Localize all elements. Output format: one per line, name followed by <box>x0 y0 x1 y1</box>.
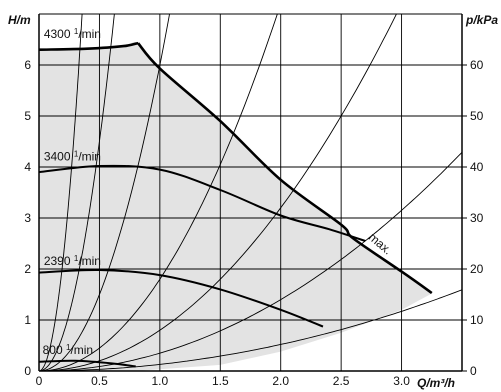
y-axis-right-title: p/kPa <box>465 13 498 27</box>
max-curve <box>137 42 433 295</box>
speed-unit-sup: 1 <box>66 343 71 352</box>
speed-curve-4300 <box>38 41 139 51</box>
speed-unit: /min <box>70 343 93 357</box>
x-tick-label: 2.0 <box>272 374 289 388</box>
y-right-tick-label: 40 <box>470 160 484 174</box>
x-tick-label: 1.5 <box>212 374 229 388</box>
speed-value: 4300 <box>44 27 74 41</box>
y-right-tick-label: 60 <box>470 58 484 72</box>
system-curve <box>39 151 462 371</box>
speed-value: 2390 <box>44 254 74 268</box>
speed-unit-sup: 1 <box>74 149 79 158</box>
y-right-tick-label: 30 <box>470 211 484 225</box>
y-left-tick-label: 5 <box>24 109 31 123</box>
system-curve <box>39 289 462 371</box>
speed-unit: /min <box>78 149 101 163</box>
operating-region-fill <box>39 41 432 371</box>
operating-region <box>39 41 432 371</box>
y-left-tick-label: 0 <box>24 364 31 378</box>
y-left-tick-label: 6 <box>24 58 31 72</box>
axes: 0 0.5 1.0 1.5 2.0 2.5 3.001234560102030405060H… <box>8 13 498 390</box>
y-left-tick-label: 4 <box>24 160 31 174</box>
speed-value: 800 <box>43 343 66 357</box>
y-right-tick-label: 0 <box>470 364 477 378</box>
x-tick-label: 3.0 <box>393 374 410 388</box>
speed-curve-3400 <box>38 164 366 242</box>
x-tick-label: 1.0 <box>152 374 169 388</box>
x-tick-label: 0.5 <box>91 374 108 388</box>
speed-label-3400: 3400 1/min <box>44 149 101 163</box>
speed-unit-sup: 1 <box>74 27 79 36</box>
y-right-tick-label: 50 <box>470 109 484 123</box>
y-left-tick-label: 1 <box>24 313 31 327</box>
speed-unit-sup: 1 <box>74 254 79 263</box>
y-right-tick-label: 20 <box>470 262 484 276</box>
y-left-tick-label: 2 <box>24 262 31 276</box>
x-tick-label: 0 <box>36 374 43 388</box>
speed-value: 3400 <box>44 149 74 163</box>
y-axis-left-title: H/m <box>8 13 31 27</box>
x-tick-label: 2.5 <box>333 374 350 388</box>
speed-curve-2390 <box>38 268 324 328</box>
speed-curves <box>38 41 433 368</box>
y-left-tick-label: 3 <box>24 211 31 225</box>
speed-label-800: 800 1/min <box>43 343 93 357</box>
speed-unit: /min <box>78 27 101 41</box>
y-right-tick-label: 10 <box>470 313 484 327</box>
grid <box>39 14 463 371</box>
system-curve <box>39 14 397 371</box>
x-axis-title: Q/m³/h <box>417 376 455 390</box>
speed-unit: /min <box>78 254 101 268</box>
speed-curve-800 <box>38 359 136 368</box>
speed-label-2390: 2390 1/min <box>44 254 101 268</box>
speed-label-4300: 4300 1/min <box>44 27 101 41</box>
